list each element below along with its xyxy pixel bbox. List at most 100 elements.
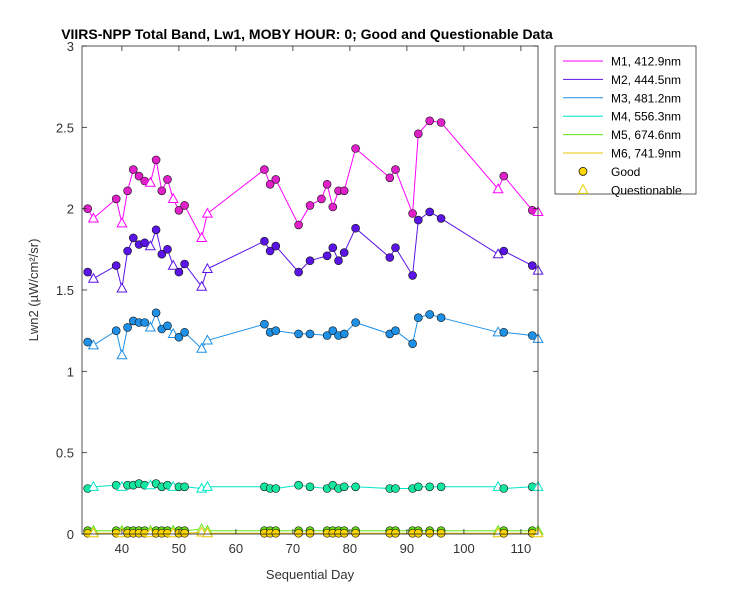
chart-title: VIIRS-NPP Total Band, Lw1, MOBY HOUR: 0;…: [61, 26, 553, 42]
good-point: [123, 323, 132, 332]
series-layer: [83, 116, 544, 538]
y-tick-label: 0.5: [56, 446, 74, 461]
good-point: [351, 528, 360, 538]
good-point: [294, 267, 303, 277]
good-point: [425, 310, 435, 319]
questionable-point: [167, 192, 179, 203]
good-point: [305, 482, 315, 492]
good-point: [83, 267, 92, 277]
good-point: [413, 528, 423, 538]
good-point: [499, 171, 509, 181]
good-point: [385, 173, 395, 183]
good-point: [180, 327, 189, 337]
good-point: [436, 313, 446, 323]
good-point: [129, 165, 138, 174]
questionable-point: [201, 334, 214, 345]
x-tick-label: 100: [453, 541, 475, 556]
good-point: [163, 175, 172, 184]
plot-background: [82, 46, 538, 534]
good-point: [271, 484, 281, 493]
good-point: [436, 118, 446, 127]
good-point: [408, 339, 417, 349]
good-point: [436, 482, 446, 492]
x-tick-label: 50: [172, 541, 186, 556]
x-tick-label: 110: [511, 541, 532, 556]
x-tick-label: 90: [400, 541, 414, 556]
good-point: [140, 318, 149, 327]
questionable-point: [144, 176, 156, 187]
good-point: [123, 246, 132, 256]
good-point: [111, 326, 121, 336]
questionable-point: [492, 183, 504, 194]
good-point: [163, 321, 172, 331]
good-point: [351, 482, 360, 492]
good-point: [499, 246, 509, 256]
legend-label: Questionable: [611, 183, 682, 197]
good-point: [499, 484, 509, 493]
series-1: [83, 116, 544, 242]
y-tick-label: 1: [67, 364, 74, 379]
good-point: [351, 223, 360, 233]
good-point: [134, 171, 144, 181]
legend-label: M3, 481.2nm: [611, 91, 681, 105]
good-point: [271, 528, 281, 538]
good-point: [157, 249, 167, 259]
good-point: [328, 243, 338, 252]
good-point: [436, 528, 446, 538]
good-point: [111, 261, 121, 270]
questionable-point: [87, 527, 100, 538]
good-point: [408, 209, 417, 218]
good-point: [174, 267, 184, 277]
good-point: [180, 482, 189, 492]
x-tick-label: 80: [343, 541, 357, 556]
questionable-point: [116, 217, 128, 228]
good-point: [339, 482, 349, 492]
good-point: [328, 202, 338, 212]
good-point: [425, 528, 435, 538]
x-axis-label: Sequential Day: [266, 567, 355, 582]
y-tick-label: 2.5: [56, 120, 74, 135]
series-2: [83, 207, 544, 293]
good-point: [391, 326, 400, 336]
good-point: [157, 186, 167, 196]
good-point: [294, 528, 303, 538]
legend-label: M5, 674.6nm: [611, 128, 681, 142]
good-point: [260, 165, 269, 174]
questionable-point: [201, 262, 214, 273]
legend: M1, 412.9nm M2, 444.5nm M3, 481.2nm M4, 556…: [554, 45, 697, 197]
good-point: [83, 337, 92, 347]
good-point: [151, 225, 161, 235]
good-point: [413, 129, 423, 139]
good-point: [499, 528, 509, 538]
series-3: [83, 308, 544, 360]
legend-good-marker: [578, 167, 588, 176]
good-point: [174, 332, 184, 342]
questionable-point: [116, 349, 128, 360]
legend-label: M2, 444.5nm: [611, 73, 681, 87]
good-point: [129, 233, 138, 243]
questionable-point: [87, 272, 100, 283]
questionable-point: [167, 259, 179, 270]
questionable-point: [196, 231, 208, 242]
x-tick-label: 70: [286, 541, 300, 556]
questionable-point: [87, 480, 100, 491]
questionable-point: [144, 321, 156, 332]
good-point: [271, 326, 281, 336]
good-point: [260, 236, 269, 246]
good-point: [385, 253, 395, 262]
good-point: [305, 329, 315, 339]
good-point: [351, 144, 360, 153]
y-tick-label: 1.5: [56, 283, 74, 298]
good-point: [425, 482, 435, 492]
good-point: [328, 326, 338, 336]
good-point: [294, 220, 303, 230]
good-point: [425, 116, 435, 126]
questionable-point: [201, 207, 214, 218]
plot-area: [82, 46, 538, 534]
good-point: [265, 246, 275, 256]
legend-questionable-marker: [577, 183, 589, 194]
questionable-point: [196, 342, 208, 353]
good-point: [123, 186, 132, 196]
good-point: [322, 180, 332, 189]
good-point: [111, 194, 121, 204]
